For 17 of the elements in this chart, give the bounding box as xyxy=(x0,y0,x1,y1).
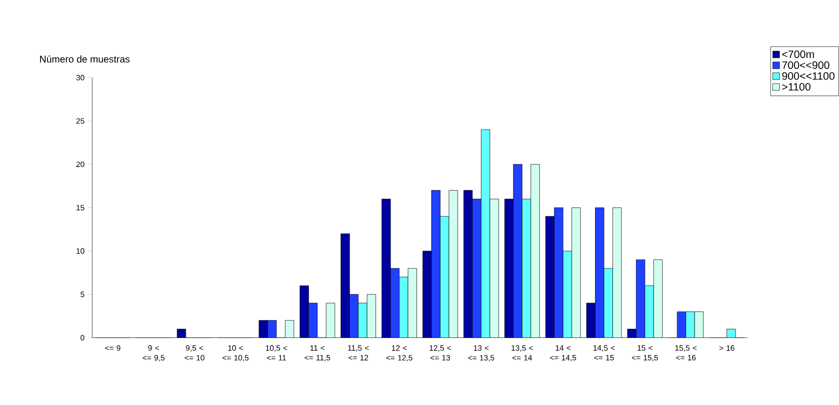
bar xyxy=(176,329,186,338)
bar xyxy=(686,312,695,338)
bar xyxy=(604,268,613,338)
legend-label: >1100 xyxy=(782,83,810,91)
bar xyxy=(326,303,336,338)
y-axis-title: Número de muestras xyxy=(40,55,130,63)
bar xyxy=(358,303,368,338)
legend-label: <700m xyxy=(782,50,814,58)
bar xyxy=(284,320,294,338)
legend-label: 900<<1100 xyxy=(782,72,834,80)
bar xyxy=(644,286,654,338)
bar xyxy=(440,216,449,338)
bar xyxy=(522,199,531,338)
bar xyxy=(481,130,490,338)
bar xyxy=(399,277,408,338)
legend-label: 700<<900 xyxy=(782,62,830,70)
bar xyxy=(563,251,572,338)
